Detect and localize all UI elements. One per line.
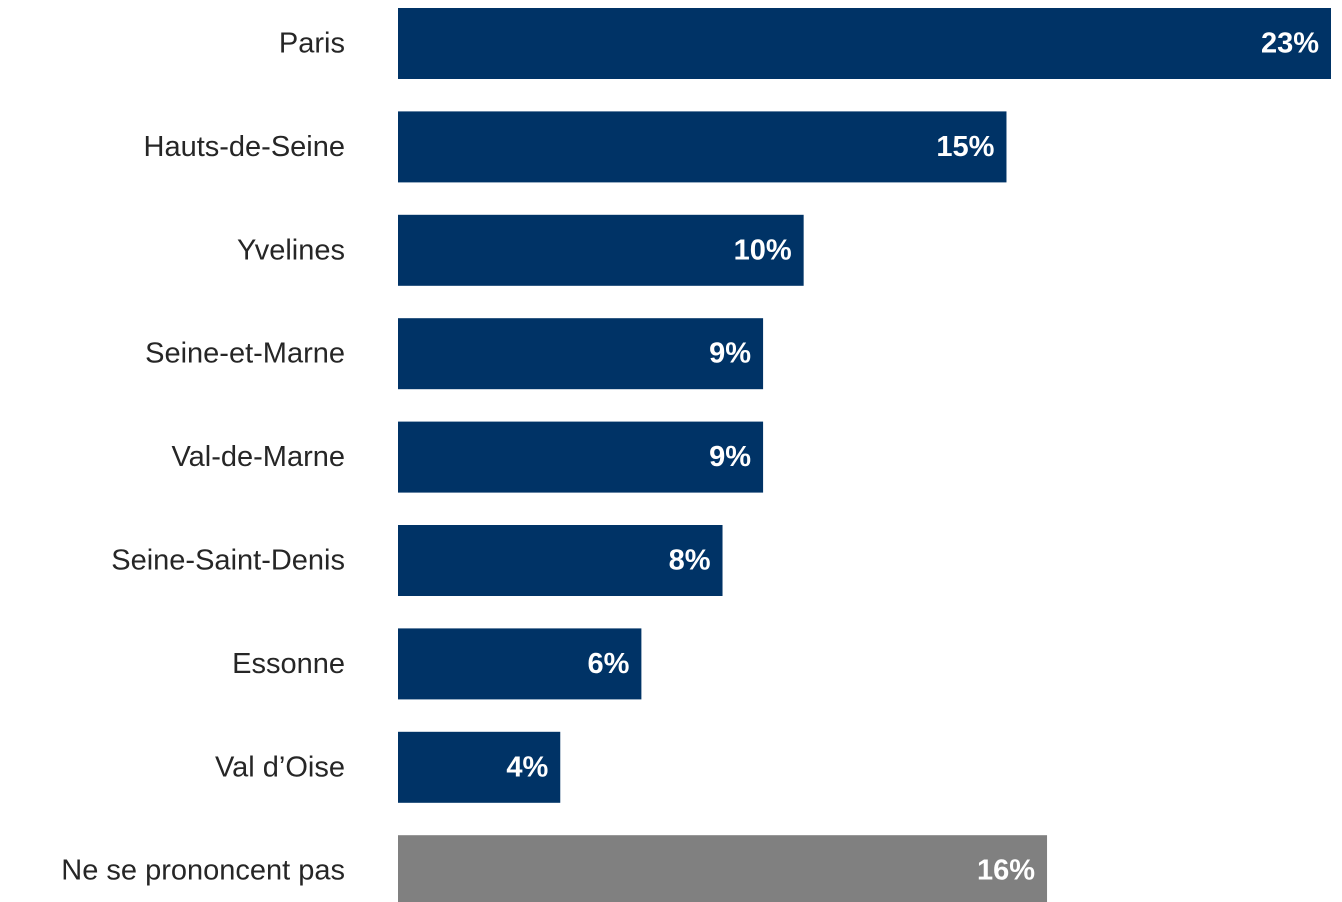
value-label-ne-se-prononcent-pas: 16% xyxy=(977,855,1035,887)
bar-ne-se-prononcent-pas xyxy=(398,835,1048,902)
value-label-seine-et-marne: 9% xyxy=(709,338,751,370)
category-label-paris: Paris xyxy=(279,28,345,60)
bar-paris xyxy=(398,8,1331,79)
bars-group: Paris 23% Hauts-de-Seine 15% Yvelines 10% Sein… xyxy=(61,8,1331,902)
value-label-hauts-de-seine: 15% xyxy=(936,131,994,163)
bar-val-d-oise xyxy=(398,731,561,803)
category-label-seine-saint-denis: Seine-Saint-Denis xyxy=(111,545,345,577)
category-label-val-de-marne: Val-de-Marne xyxy=(171,441,345,473)
value-label-paris: 23% xyxy=(1261,28,1319,60)
category-label-seine-et-marne: Seine-et-Marne xyxy=(145,338,345,370)
value-label-val-d-oise: 4% xyxy=(506,751,548,783)
category-label-ne-se-prononcent-pas: Ne se prononcent pas xyxy=(61,855,345,887)
bar-seine-saint-denis xyxy=(398,525,723,596)
bar-val-de-marne xyxy=(398,421,764,493)
category-label-yvelines: Yvelines xyxy=(237,234,345,266)
category-label-essonne: Essonne xyxy=(232,648,345,680)
bar-yvelines xyxy=(398,214,804,286)
category-label-hauts-de-seine: Hauts-de-Seine xyxy=(144,131,346,163)
bar-essonne xyxy=(398,628,642,700)
value-label-val-de-marne: 9% xyxy=(709,441,751,473)
bar-seine-et-marne xyxy=(398,318,764,390)
value-label-seine-saint-denis: 8% xyxy=(669,545,711,577)
value-label-essonne: 6% xyxy=(587,648,629,680)
category-label-val-d-oise: Val d’Oise xyxy=(215,751,345,783)
value-label-yvelines: 10% xyxy=(734,234,792,266)
bar-hauts-de-seine xyxy=(398,111,1007,183)
